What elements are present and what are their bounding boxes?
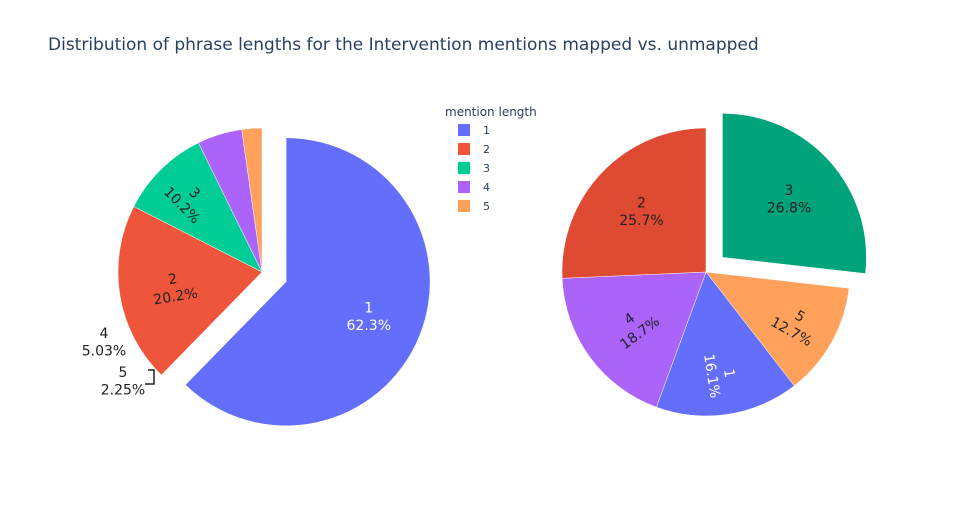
pie1-slice-5[interactable] [241, 127, 263, 273]
pie2-slice-3-label: 3 26.8% [767, 183, 811, 217]
chart-title: Distribution of phrase lengths for the I… [48, 35, 759, 55]
slice-percent-label: 5.03% [82, 344, 126, 360]
legend-item-1[interactable]: 1 [458, 124, 490, 137]
pie-chart-mapped: 1 62.3%220.2%310.2%4 5.03%5 2.25% [82, 127, 431, 427]
legend-swatch [458, 200, 470, 212]
pie1-slice-5-label: 5 2.25% [101, 365, 145, 399]
pie-chart-unmapped: 3 26.8%512.7%116.1%418.7%2 25.7% [561, 113, 867, 417]
legend-item-label: 5 [483, 200, 490, 213]
slice-percent-label: 26.8% [767, 201, 811, 217]
pie1-slice-1-label: 1 62.3% [347, 301, 391, 335]
legend-swatch [458, 181, 470, 193]
slice-percent-label: 16.1% [700, 353, 723, 399]
pie2-slice-1[interactable] [656, 271, 795, 417]
slice-percent-label: 20.2% [152, 286, 198, 309]
pie2-slice-4[interactable] [561, 271, 707, 408]
legend-item-label: 2 [483, 143, 490, 156]
slice-percent-label: 62.3% [347, 318, 391, 334]
slice-percent-label: 2.25% [101, 383, 145, 399]
slice-category-label: 2 [167, 271, 178, 288]
legend-title: mention length [445, 105, 537, 119]
pie1-slice-2-label: 220.2% [150, 268, 199, 308]
slice-category-label: 3 [785, 183, 794, 199]
pie1-slice-4-label: 4 5.03% [82, 326, 126, 360]
legend-item-3[interactable]: 3 [458, 162, 490, 175]
pie1-slice-1[interactable] [185, 137, 431, 427]
slice-category-label: 1 [720, 368, 737, 379]
pie1-slice-3[interactable] [133, 142, 263, 273]
pie1-slice-2[interactable] [117, 206, 263, 376]
slice-category-label: 2 [637, 195, 646, 211]
legend-swatch [458, 124, 470, 136]
legend-swatch [458, 162, 470, 174]
legend[interactable]: mention length 1 2 3 4 5 [445, 105, 537, 213]
legend-item-label: 1 [483, 124, 490, 137]
pie2-slice-3[interactable] [722, 113, 867, 274]
slice-category-label: 4 [100, 326, 109, 342]
slice-category-label: 5 [119, 365, 128, 381]
pie2-slice-5[interactable] [705, 271, 850, 387]
pie1-slice-5-leader-line [145, 369, 155, 385]
legend-item-5[interactable]: 5 [458, 200, 490, 213]
legend-item-4[interactable]: 4 [458, 181, 490, 194]
legend-item-label: 4 [483, 181, 490, 194]
slice-category-label: 1 [364, 301, 373, 317]
pie2-slice-1-label: 116.1% [700, 350, 740, 399]
legend-item-2[interactable]: 2 [458, 143, 490, 156]
slice-percent-label: 25.7% [619, 213, 663, 229]
legend-swatch [458, 143, 470, 155]
legend-item-label: 3 [483, 162, 490, 175]
pie2-slice-2[interactable] [561, 127, 707, 279]
pie2-slice-2-label: 2 25.7% [619, 195, 663, 229]
